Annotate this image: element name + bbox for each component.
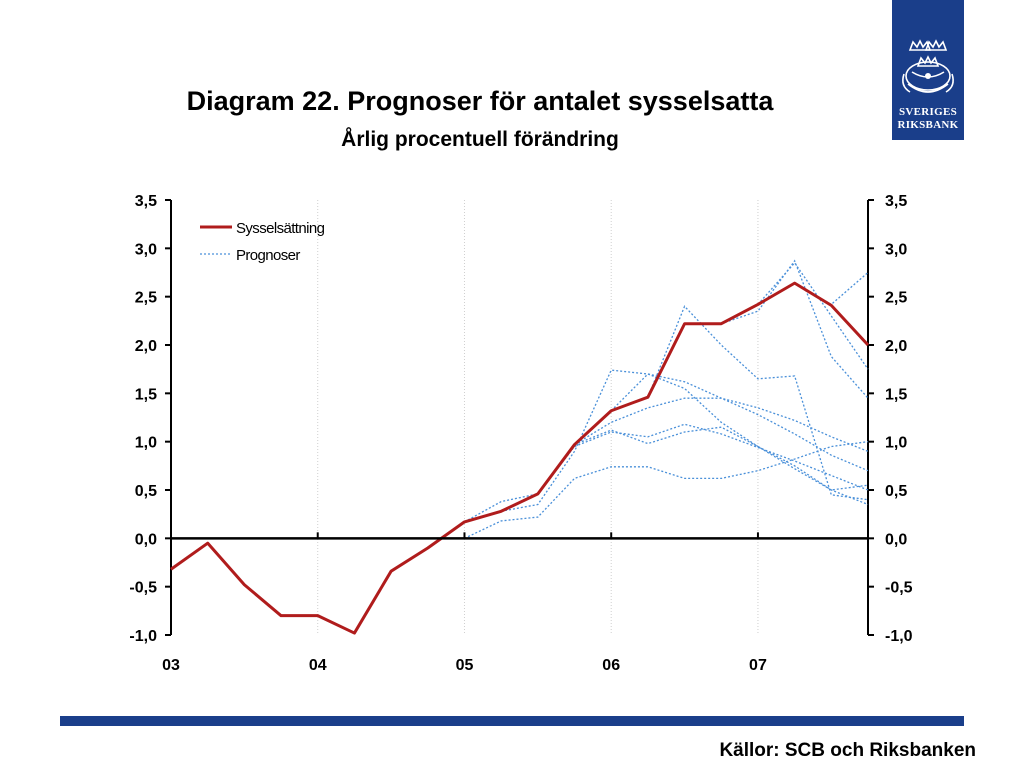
forecast-line — [501, 369, 869, 512]
legend-label-sysselsattning: Sysselsättning — [236, 220, 325, 237]
riksbank-logo: SVERIGES RIKSBANK — [892, 0, 964, 140]
legend: Sysselsättning Prognoser — [200, 220, 325, 264]
logo-line-2: RIKSBANK — [897, 119, 959, 131]
forecast-series-group — [464, 259, 869, 539]
y-tick-label-left: 2,0 — [135, 338, 157, 355]
page-subtitle: Årlig procentuell förändring — [341, 128, 619, 151]
legend-label-prognoser: Prognoser — [236, 247, 300, 264]
y-axes: 3,5 3,5 3,0 3,0 2,5 2,5 2,0 2,0 1,5 1,5 1,0 1,0 0,5 0… — [129, 193, 912, 645]
actual-series-group — [170, 281, 870, 635]
y-tick-label-left: 3,0 — [135, 241, 157, 258]
x-tick-label: 04 — [309, 657, 327, 674]
y-tick-label-left: 1,0 — [135, 435, 157, 452]
riksbank-crest-icon — [902, 39, 954, 93]
logo-line-1: SVERIGES — [898, 106, 958, 118]
y-tick-label-left: 1,5 — [135, 386, 157, 403]
x-gridlines — [170, 200, 759, 635]
y-tick-label-right: 3,5 — [885, 193, 907, 210]
x-tick-label: 05 — [456, 657, 474, 674]
y-tick-label-left: 3,5 — [135, 193, 157, 210]
y-tick-label-left: 0,0 — [135, 531, 157, 548]
y-tick-label-right: 3,0 — [885, 241, 907, 258]
actual-line-sysselsattning — [170, 281, 870, 635]
line-chart: 3,5 3,5 3,0 3,0 2,5 2,5 2,0 2,0 1,5 1,5 1,0 1,0 0,5 0… — [129, 193, 912, 674]
footer-bar — [60, 716, 964, 726]
y-tick-label-right: 1,5 — [885, 386, 907, 403]
y-tick-label-right: 0,0 — [885, 531, 907, 548]
x-tick-label: 06 — [602, 657, 620, 674]
x-tick-label: 07 — [749, 657, 767, 674]
forecast-line — [574, 426, 869, 506]
y-tick-label-left: -1,0 — [129, 628, 157, 645]
forecast-line — [464, 441, 869, 539]
x-tick-labels: 03 04 05 06 07 — [162, 657, 767, 674]
forecast-line — [647, 305, 869, 501]
y-tick-label-right: 2,5 — [885, 290, 907, 307]
zero-line-group — [170, 532, 868, 540]
x-tick-label: 03 — [162, 657, 180, 674]
y-tick-label-left: -0,5 — [129, 580, 157, 597]
forecast-line — [721, 259, 869, 399]
y-tick-label-left: 2,5 — [135, 290, 157, 307]
y-tick-label-right: -1,0 — [885, 628, 913, 645]
y-tick-label-right: 2,0 — [885, 338, 907, 355]
y-tick-label-right: 0,5 — [885, 483, 907, 500]
y-tick-label-left: 0,5 — [135, 483, 157, 500]
y-tick-label-right: -0,5 — [885, 580, 913, 597]
y-tick-label-right: 1,0 — [885, 435, 907, 452]
source-note: Källor: SCB och Riksbanken — [719, 740, 976, 761]
forecast-line — [757, 261, 869, 370]
page-title: Diagram 22. Prognoser för antalet syssel… — [186, 86, 774, 116]
